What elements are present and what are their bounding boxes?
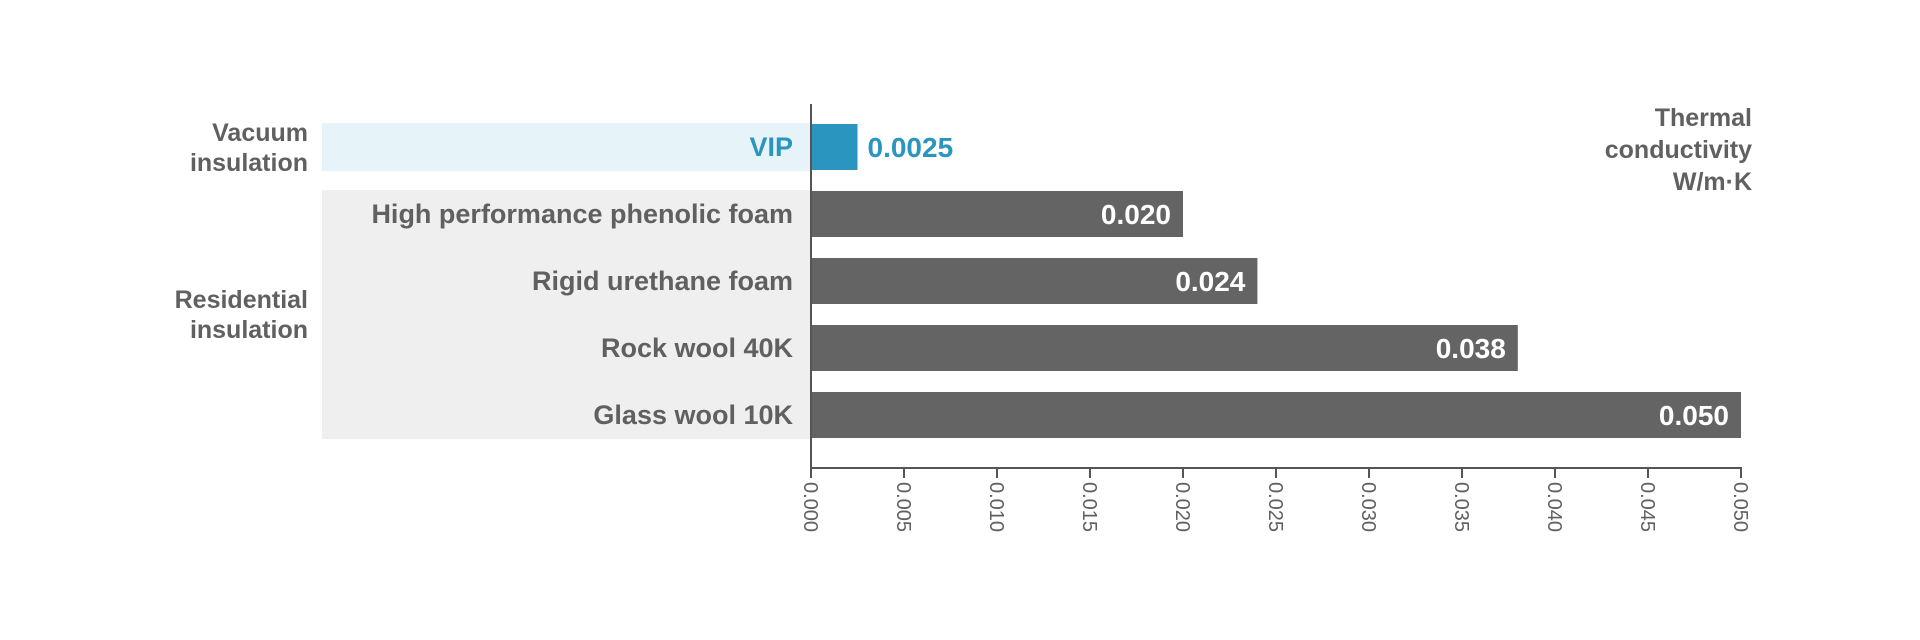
value-label: 0.020: [1101, 199, 1171, 230]
group-label-vacuum-line1: Vacuum: [212, 119, 308, 147]
group-label-residential: Residential insulation: [130, 285, 308, 345]
category-label: Glass wool 10K: [593, 400, 793, 430]
band-vacuum: [322, 123, 811, 171]
x-tick-label: 0.050: [1729, 482, 1751, 532]
bar: [811, 191, 1183, 237]
value-label: 0.0025: [868, 132, 954, 163]
group-label-residential-line2: insulation: [189, 316, 308, 344]
category-label: Rigid urethane foam: [532, 266, 793, 296]
x-tick-label: 0.035: [1450, 482, 1472, 532]
group-label-vacuum-line2: insulation: [189, 149, 308, 177]
group-label-vacuum: Vacuum insulation: [130, 118, 308, 178]
x-tick-label: 0.015: [1078, 482, 1100, 532]
x-tick-label: 0.045: [1636, 482, 1658, 532]
value-label: 0.050: [1659, 400, 1729, 431]
value-label: 0.024: [1175, 266, 1245, 297]
bar: [811, 124, 858, 170]
unit-label: Thermal conductivity W/m·K: [1500, 102, 1752, 198]
bar: [811, 392, 1741, 438]
category-label: VIP: [749, 132, 793, 162]
x-tick-label: 0.030: [1357, 482, 1379, 532]
group-label-residential-line1: Residential: [174, 286, 308, 314]
x-tick-label: 0.005: [892, 482, 914, 532]
category-label: High performance phenolic foam: [371, 199, 793, 229]
band-residential: [322, 190, 811, 439]
x-tick-label: 0.010: [985, 482, 1007, 532]
bar: [811, 325, 1518, 371]
x-tick-label: 0.020: [1171, 482, 1193, 532]
category-label: Rock wool 40K: [601, 333, 794, 363]
unit-label-line2: conductivity: [1604, 136, 1752, 164]
x-tick-label: 0.040: [1543, 482, 1565, 532]
unit-label-line1: Thermal: [1654, 104, 1752, 132]
x-tick-label: 0.025: [1264, 482, 1286, 532]
bar: [811, 258, 1258, 304]
unit-label-line3: W/m·K: [1672, 168, 1752, 196]
value-label: 0.038: [1436, 333, 1506, 364]
x-tick-label: 0.000: [799, 482, 821, 532]
